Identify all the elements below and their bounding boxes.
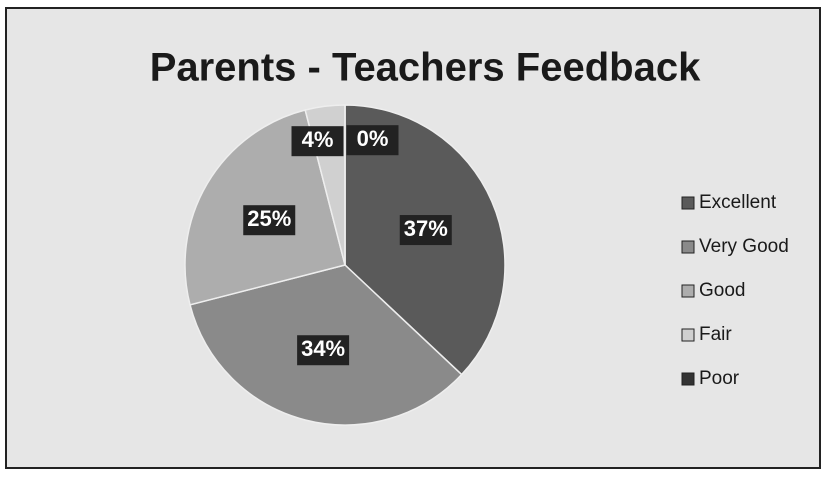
legend-swatch [681,196,695,210]
data-label-box [291,126,344,157]
data-label-box [346,125,399,156]
legend-label: Fair [699,324,732,345]
chart-title: Parents - Teachers Feedback [150,46,701,90]
legend-label: Good [699,280,745,301]
legend-label: Very Good [699,236,789,257]
legend-label: Excellent [699,192,777,213]
legend-label: Poor [699,368,740,389]
data-label-box [243,205,296,236]
data-label: 0% [357,126,389,151]
data-label-box [297,335,350,366]
legend-swatch [681,240,695,254]
data-label: 37% [404,216,448,241]
data-label: 25% [247,206,291,231]
legend-swatch [681,372,695,386]
legend-swatch [681,328,695,342]
data-label: 34% [301,336,345,361]
legend-swatch [681,284,695,298]
data-label-box [399,215,452,246]
data-label: 4% [302,127,334,152]
